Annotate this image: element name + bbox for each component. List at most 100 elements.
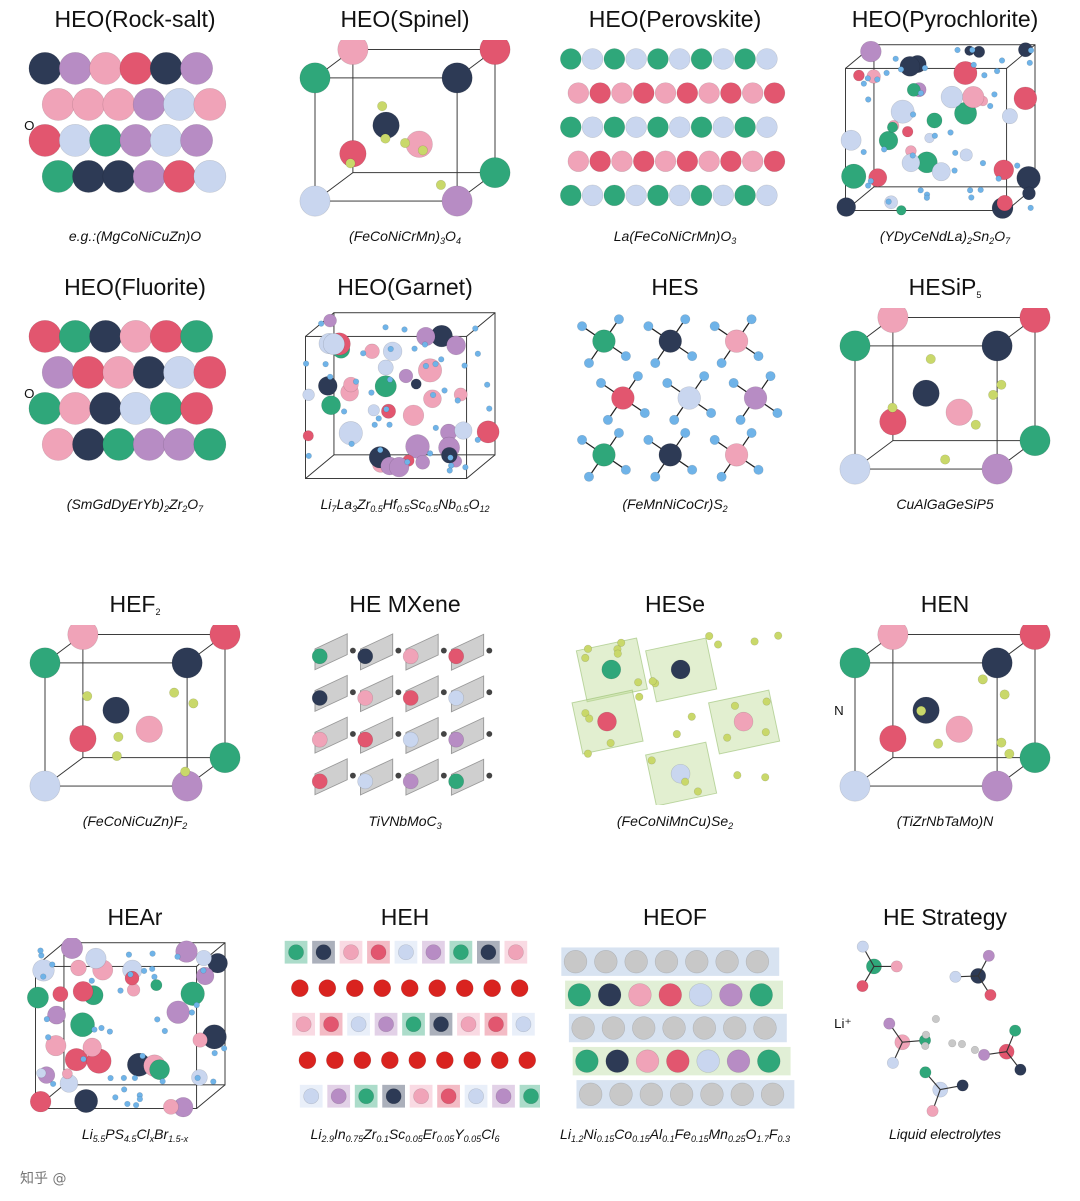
- anion-sphere: [422, 362, 430, 370]
- anion-sphere: [897, 66, 905, 73]
- atom-sphere: [856, 940, 869, 953]
- atom-sphere: [860, 40, 882, 63]
- unit-cell-edge: [44, 662, 188, 787]
- atom-sphere: [515, 1016, 532, 1033]
- atom-sphere: [67, 625, 99, 650]
- atom-sphere: [382, 341, 403, 362]
- anion-sphere: [455, 979, 474, 998]
- anion-sphere: [49, 961, 56, 968]
- anion-sphere: [583, 749, 592, 758]
- anion-sphere: [151, 973, 158, 980]
- anion-sphere: [916, 705, 927, 716]
- atom-sphere: [669, 116, 691, 138]
- anion-sphere: [161, 1027, 168, 1035]
- atom-sphere: [398, 944, 414, 961]
- atom-sphere: [756, 48, 778, 70]
- anion-sphere: [1014, 162, 1021, 169]
- anion-sphere: [327, 373, 334, 380]
- anion-sphere: [37, 947, 44, 954]
- anion-sphere: [429, 391, 437, 399]
- unit-cell-edge: [352, 49, 496, 174]
- atom-sphere: [879, 725, 907, 753]
- anion-sphere: [194, 1074, 201, 1082]
- crystal-structure-illustration: O: [24, 52, 227, 193]
- atom-sphere: [690, 184, 713, 207]
- atom-sphere: [402, 731, 419, 748]
- unit-cell-edge: [314, 77, 458, 202]
- atom-sphere: [58, 392, 92, 425]
- anion-sphere: [474, 350, 481, 357]
- atom-sphere: [322, 333, 345, 356]
- anion-sphere: [996, 379, 1007, 390]
- atom-sphere: [571, 1016, 595, 1040]
- anion-sphere: [43, 1016, 50, 1023]
- anion-sphere: [381, 1051, 399, 1070]
- unit-cell-edge: [466, 454, 496, 479]
- crystal-structure-illustration: N: [834, 625, 1051, 802]
- atom-sphere: [367, 404, 380, 417]
- atom-sphere: [696, 1049, 720, 1073]
- atom-sphere: [677, 386, 701, 410]
- unit-cell-edge: [854, 662, 998, 787]
- atom-sphere: [70, 959, 87, 977]
- anion-sphere: [149, 965, 156, 973]
- atom-sphere: [720, 150, 742, 172]
- anion-sphere: [602, 414, 613, 425]
- atom-sphere: [635, 1049, 660, 1073]
- atom-sphere: [311, 773, 328, 790]
- atom-sphere: [560, 184, 582, 207]
- atom-sphere: [841, 163, 867, 189]
- atom-sphere: [415, 454, 430, 470]
- anion-sphere: [969, 46, 976, 54]
- atom-sphere: [953, 61, 978, 85]
- structure-panel: HEAr Li5.5PS4.5ClxBr1.5-x: [0, 898, 270, 1198]
- anion-sphere: [647, 756, 656, 765]
- anion-sphere: [733, 771, 742, 780]
- crystal-structure-illustration: [561, 947, 795, 1109]
- atom-sphere: [58, 52, 92, 85]
- atom-sphere: [1019, 308, 1051, 333]
- anion-sphere: [382, 324, 389, 331]
- atom-sphere: [448, 648, 465, 665]
- atom-sphere: [163, 428, 196, 461]
- anion-sphere: [484, 381, 491, 388]
- atom-sphere: [364, 343, 380, 359]
- atom-sphere: [981, 770, 1013, 802]
- atom-sphere: [163, 1099, 179, 1115]
- anion-sphere: [302, 360, 310, 367]
- atom-sphere: [625, 184, 647, 207]
- anion-sphere: [474, 436, 481, 443]
- anion-sphere: [441, 387, 448, 394]
- anion-sphere: [125, 951, 133, 958]
- anion-sphere: [352, 378, 360, 385]
- atom-sphere: [973, 45, 986, 58]
- anion-sphere: [159, 1078, 166, 1085]
- anion-sphere: [82, 691, 93, 702]
- anion-sphere: [91, 1026, 98, 1033]
- carbon-atom: [486, 689, 493, 696]
- anion-sphere: [107, 1074, 114, 1082]
- atom-sphere: [931, 162, 951, 182]
- anion-sphere: [650, 471, 661, 482]
- anion-sphere: [383, 406, 390, 413]
- atom-sphere: [676, 82, 699, 104]
- atom-sphere: [193, 356, 227, 389]
- atom-sphere: [658, 983, 682, 1007]
- chemical-formula: (TiZrNbTaMo)N: [896, 813, 994, 829]
- atom-sphere: [299, 185, 331, 217]
- anion-sphere: [709, 321, 720, 332]
- lithium-ion: [921, 1041, 930, 1050]
- atom-sphere: [756, 116, 778, 138]
- anion-sphere: [581, 653, 590, 663]
- atom-sphere: [357, 648, 374, 665]
- atom-sphere: [763, 82, 786, 104]
- atom-sphere: [149, 320, 183, 353]
- anion-sphere: [680, 427, 691, 438]
- atom-sphere: [906, 82, 921, 97]
- anion-sphere: [462, 464, 469, 471]
- atom-sphere: [741, 150, 764, 172]
- anion-sphere: [140, 967, 148, 974]
- atom-sphere: [454, 421, 473, 440]
- atom-sphere: [639, 1082, 663, 1106]
- carbon-atom: [486, 772, 493, 779]
